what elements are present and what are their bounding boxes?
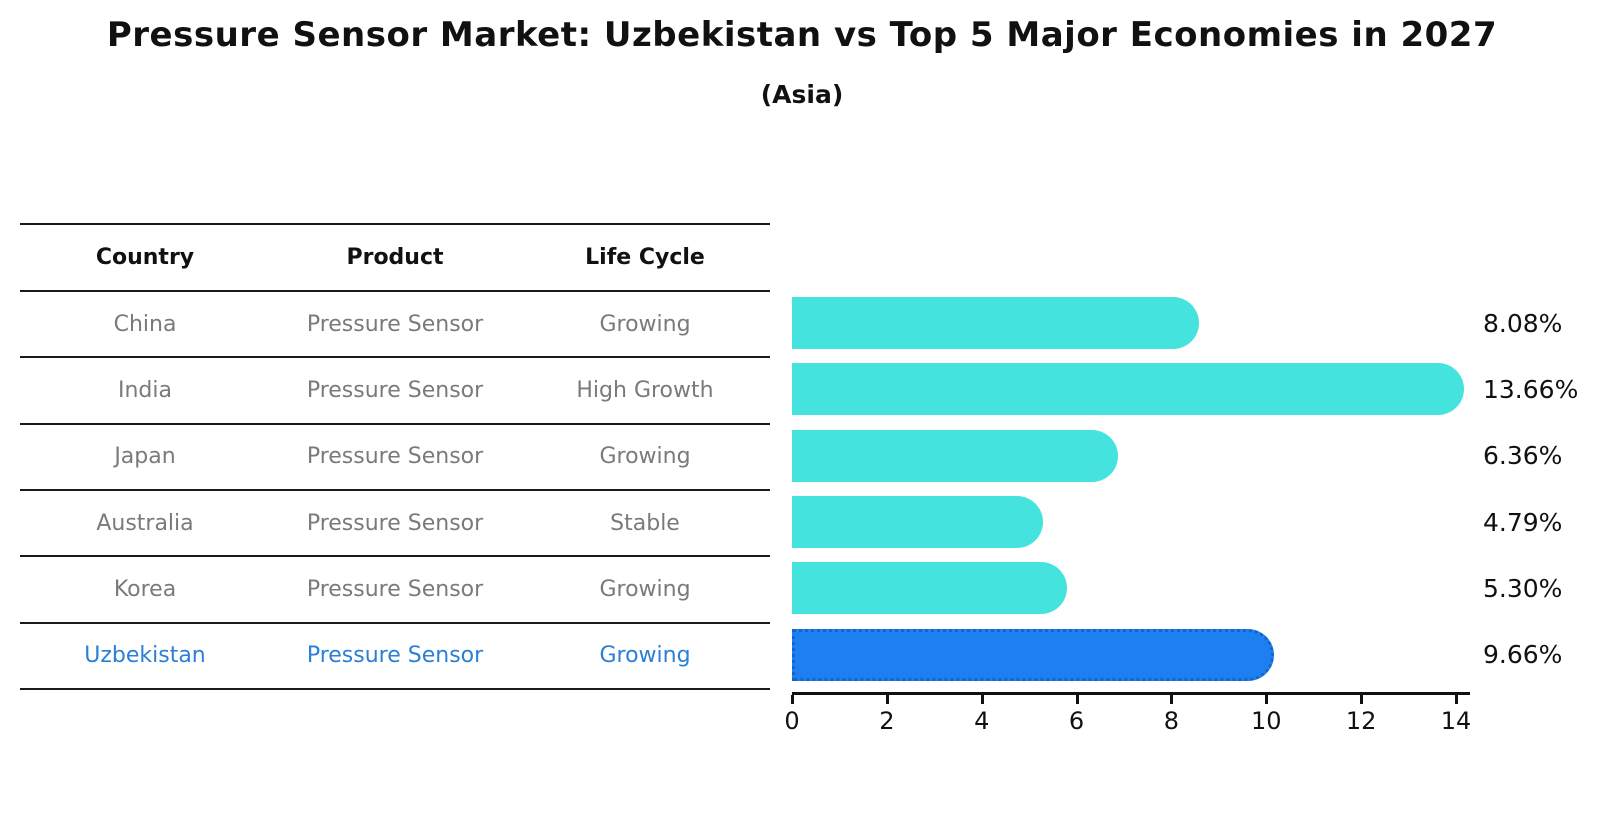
cell-life-cycle: Growing bbox=[599, 311, 691, 337]
value-label-column: 8.08% 13.66% 6.36% 4.79% 5.30% 9.66% bbox=[1483, 290, 1604, 688]
bar-value-label: 6.36% bbox=[1483, 441, 1563, 471]
table-header-cell-life-cycle: Life Cycle bbox=[585, 245, 705, 270]
x-tick-label: 8 bbox=[1163, 707, 1180, 735]
bar-korea bbox=[792, 562, 1068, 615]
bar-value-label: 5.30% bbox=[1483, 573, 1563, 603]
table-body: China Pressure Sensor Growing India Pressure… bbox=[20, 290, 770, 688]
bar-row bbox=[792, 423, 1482, 489]
table-row: Korea Pressure Sensor Growing bbox=[20, 555, 770, 621]
value-row: 6.36% bbox=[1483, 423, 1604, 489]
bar-australia bbox=[792, 496, 1044, 549]
bar-value-label: 8.08% bbox=[1483, 308, 1563, 338]
cell-country: Japan bbox=[114, 444, 176, 470]
x-tick-mark bbox=[1170, 695, 1174, 704]
bar-uzbekistan bbox=[792, 628, 1275, 681]
table-row: Uzbekistan Pressure Sensor Growing bbox=[20, 621, 770, 688]
page-title: Pressure Sensor Market: Uzbekistan vs To… bbox=[106, 15, 1498, 55]
bar-row bbox=[792, 356, 1482, 422]
value-row: 5.30% bbox=[1483, 555, 1604, 621]
cell-country: China bbox=[113, 311, 177, 337]
x-tick-label: 14 bbox=[1440, 707, 1472, 735]
cell-product: Pressure Sensor bbox=[306, 643, 484, 669]
cell-product: Pressure Sensor bbox=[306, 311, 484, 337]
x-axis-line bbox=[792, 692, 1470, 695]
bar-value-label: 9.66% bbox=[1483, 640, 1563, 670]
x-tick-mark bbox=[791, 695, 794, 704]
x-tick-label: 0 bbox=[784, 707, 800, 735]
cell-life-cycle: Growing bbox=[599, 576, 691, 602]
bar-row bbox=[792, 622, 1482, 688]
bar-chart bbox=[792, 290, 1482, 688]
x-tick-label: 10 bbox=[1251, 707, 1282, 735]
bar-value-label: 4.79% bbox=[1483, 507, 1563, 537]
cell-product: Pressure Sensor bbox=[306, 377, 484, 403]
page-subtitle: (Asia) bbox=[760, 80, 844, 109]
cell-country: Uzbekistan bbox=[84, 643, 206, 669]
x-tick-mark bbox=[885, 695, 889, 704]
cell-life-cycle: Stable bbox=[610, 510, 680, 536]
x-tick-label: 12 bbox=[1345, 707, 1377, 735]
x-tick-mark bbox=[1265, 695, 1269, 704]
cell-life-cycle: Growing bbox=[599, 444, 691, 470]
bar-row bbox=[792, 290, 1482, 356]
x-tick-label: 4 bbox=[974, 707, 990, 735]
cell-product: Pressure Sensor bbox=[306, 444, 484, 470]
bar-india bbox=[792, 363, 1464, 416]
bar-china bbox=[792, 297, 1200, 350]
x-tick-label: 6 bbox=[1068, 707, 1085, 735]
country-table: Country Product Life Cycle China Pressure S… bbox=[20, 223, 770, 690]
table-header-cell-product: Product bbox=[346, 245, 444, 270]
value-row: 4.79% bbox=[1483, 489, 1604, 555]
value-row: 8.08% bbox=[1483, 290, 1604, 356]
table-row: Japan Pressure Sensor Growing bbox=[20, 422, 770, 489]
x-tick-mark bbox=[1075, 695, 1079, 704]
bar-row bbox=[792, 555, 1482, 621]
x-tick-label: 2 bbox=[879, 707, 895, 735]
x-tick-mark bbox=[980, 695, 984, 704]
bar-value-label: 13.66% bbox=[1483, 374, 1579, 404]
value-row: 13.66% bbox=[1483, 356, 1604, 422]
x-tick-mark bbox=[1360, 695, 1364, 704]
cell-country: India bbox=[118, 377, 172, 403]
table-header-cell-country: Country bbox=[95, 245, 195, 270]
x-axis-ticks: 0 2 4 6 8 10 12 14 bbox=[784, 695, 1482, 745]
cell-life-cycle: High Growth bbox=[576, 377, 714, 403]
bar-row bbox=[792, 489, 1482, 555]
value-row: 9.66% bbox=[1483, 622, 1604, 688]
cell-life-cycle: Growing bbox=[599, 643, 691, 669]
bar-japan bbox=[792, 429, 1118, 482]
table-row: Australia Pressure Sensor Stable bbox=[20, 488, 770, 555]
table-header-row: Country Product Life Cycle bbox=[20, 223, 770, 290]
cell-product: Pressure Sensor bbox=[306, 510, 484, 536]
x-tick-mark bbox=[1455, 695, 1458, 704]
cell-country: Australia bbox=[96, 510, 194, 536]
table-row: China Pressure Sensor Growing bbox=[20, 290, 770, 356]
cell-country: Korea bbox=[113, 576, 177, 602]
cell-product: Pressure Sensor bbox=[306, 576, 484, 602]
table-row: India Pressure Sensor High Growth bbox=[20, 356, 770, 422]
